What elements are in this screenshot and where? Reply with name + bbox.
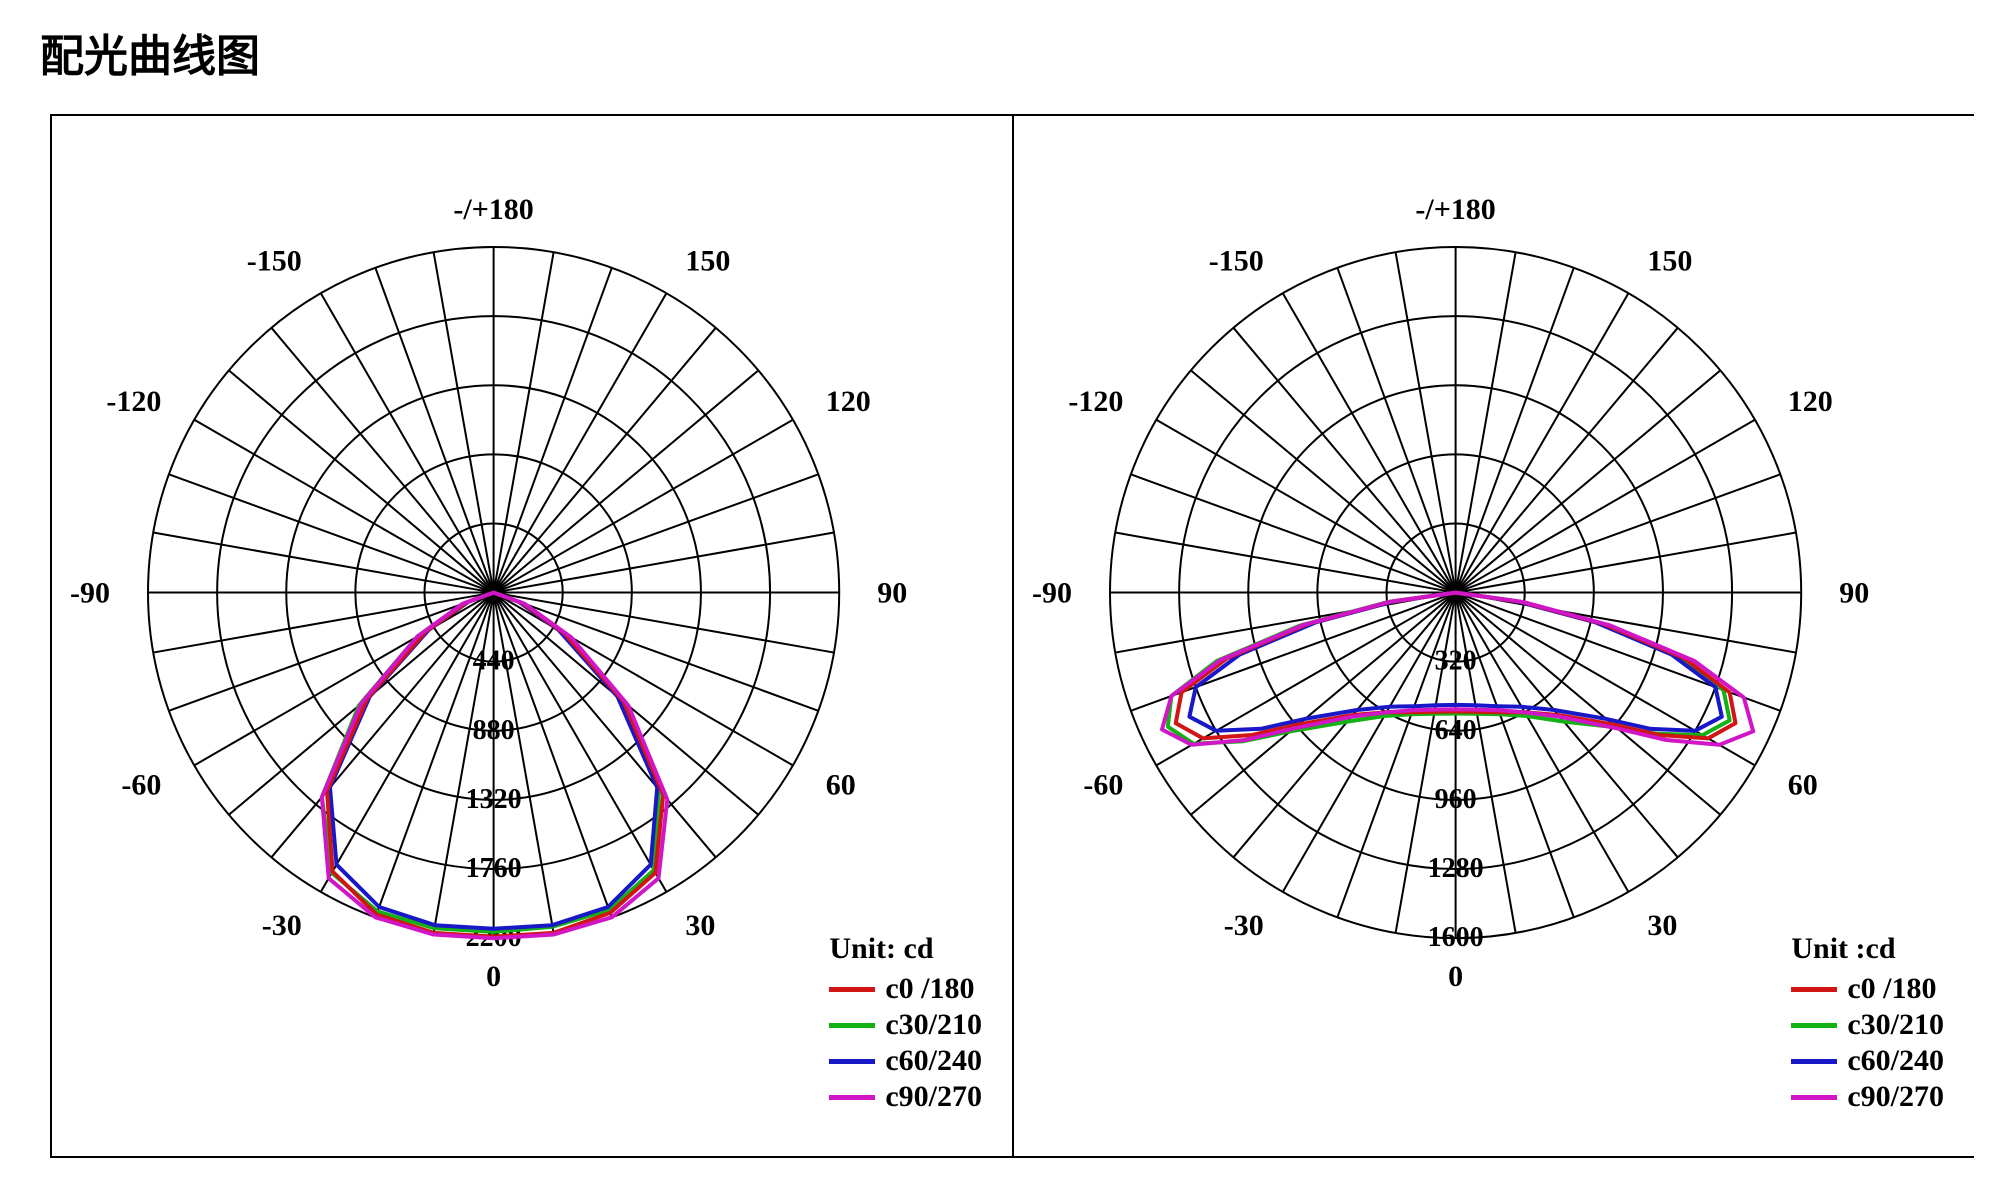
legend-swatch	[1791, 1095, 1837, 1100]
svg-text:1760: 1760	[466, 853, 522, 884]
svg-text:640: 640	[1435, 715, 1477, 746]
legend-unit: Unit: cd	[829, 932, 982, 966]
svg-text:30: 30	[1647, 909, 1677, 942]
svg-text:-30: -30	[1224, 909, 1264, 942]
svg-text:-150: -150	[1209, 244, 1264, 277]
legend-label: c30/210	[1847, 1008, 1944, 1042]
svg-text:60: 60	[826, 768, 856, 801]
svg-text:880: 880	[473, 715, 515, 746]
chart-left-panel: -/+180 150 120 90 60 30 0 -30 -60 -90 -120 -150 440 8…	[52, 116, 1012, 1156]
legend-swatch	[829, 1059, 875, 1064]
svg-text:150: 150	[1647, 244, 1692, 277]
chart-right-panel: -/+180 150 120 90 60 30 0 -30 -60 -90 -120 -150 320 6…	[1012, 116, 1974, 1156]
svg-text:30: 30	[685, 909, 715, 942]
svg-text:440: 440	[473, 646, 515, 677]
svg-text:90: 90	[877, 577, 907, 610]
legend-item: c90/270	[1791, 1080, 1944, 1114]
svg-text:1320: 1320	[466, 784, 522, 815]
svg-text:-60: -60	[121, 768, 161, 801]
legend-item: c30/210	[829, 1008, 982, 1042]
legend-item: c90/270	[829, 1080, 982, 1114]
legend-label: c0 /180	[1847, 972, 1936, 1006]
legend-label: c90/270	[885, 1080, 982, 1114]
svg-text:-120: -120	[106, 385, 161, 418]
legend-swatch	[1791, 1059, 1837, 1064]
svg-text:1600: 1600	[1428, 922, 1484, 953]
legend-item: c30/210	[1791, 1008, 1944, 1042]
svg-text:960: 960	[1435, 784, 1477, 815]
svg-text:120: 120	[1788, 385, 1833, 418]
legend-label: c60/240	[885, 1044, 982, 1078]
legend-swatch	[829, 1095, 875, 1100]
svg-text:60: 60	[1788, 768, 1818, 801]
legend-label: c60/240	[1847, 1044, 1944, 1078]
legend-unit: Unit :cd	[1791, 932, 1944, 966]
svg-text:-/+180: -/+180	[1415, 193, 1495, 226]
svg-text:90: 90	[1839, 577, 1869, 610]
svg-text:-120: -120	[1068, 385, 1123, 418]
svg-text:150: 150	[685, 244, 730, 277]
legend-item: c0 /180	[1791, 972, 1944, 1006]
svg-text:0: 0	[1448, 960, 1463, 993]
legend-label: c0 /180	[885, 972, 974, 1006]
legend-item: c0 /180	[829, 972, 982, 1006]
legend-item: c60/240	[1791, 1044, 1944, 1078]
legend-label: c90/270	[1847, 1080, 1944, 1114]
svg-text:-/+180: -/+180	[453, 193, 533, 226]
svg-text:320: 320	[1435, 646, 1477, 677]
legend-left: Unit: cd c0 /180c30/210c60/240c90/270	[829, 932, 982, 1116]
legend-swatch	[829, 1023, 875, 1028]
svg-text:120: 120	[826, 385, 871, 418]
legend-swatch	[1791, 1023, 1837, 1028]
svg-text:-150: -150	[247, 244, 302, 277]
svg-text:0: 0	[486, 960, 501, 993]
legend-label: c30/210	[885, 1008, 982, 1042]
svg-text:-30: -30	[262, 909, 302, 942]
svg-text:1280: 1280	[1428, 853, 1484, 884]
svg-text:-90: -90	[70, 577, 110, 610]
page-title: 配光曲线图	[40, 20, 1980, 84]
svg-text:-90: -90	[1032, 577, 1072, 610]
svg-text:-60: -60	[1083, 768, 1123, 801]
legend-right: Unit :cd c0 /180c30/210c60/240c90/270	[1791, 932, 1944, 1116]
legend-swatch	[1791, 987, 1837, 992]
legend-swatch	[829, 987, 875, 992]
chart-container: -/+180 150 120 90 60 30 0 -30 -60 -90 -120 -150 440 8…	[50, 114, 1974, 1158]
legend-item: c60/240	[829, 1044, 982, 1078]
